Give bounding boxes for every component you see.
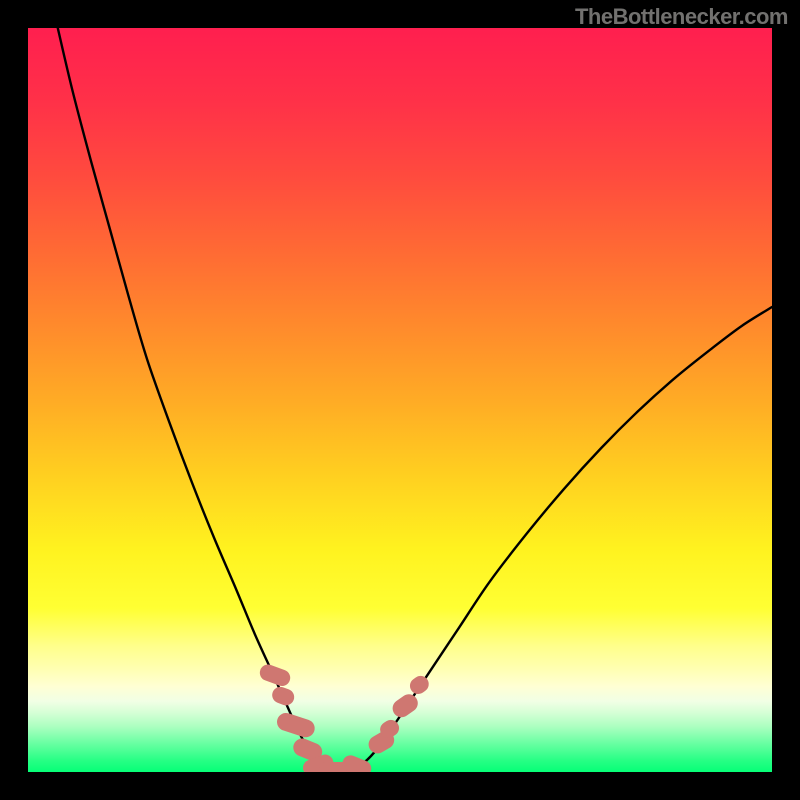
chart-frame: TheBottlenecker.com bbox=[0, 0, 800, 800]
gradient-background bbox=[28, 28, 772, 772]
watermark-text: TheBottlenecker.com bbox=[575, 4, 788, 30]
chart-svg bbox=[28, 28, 772, 772]
plot-area bbox=[28, 28, 772, 772]
